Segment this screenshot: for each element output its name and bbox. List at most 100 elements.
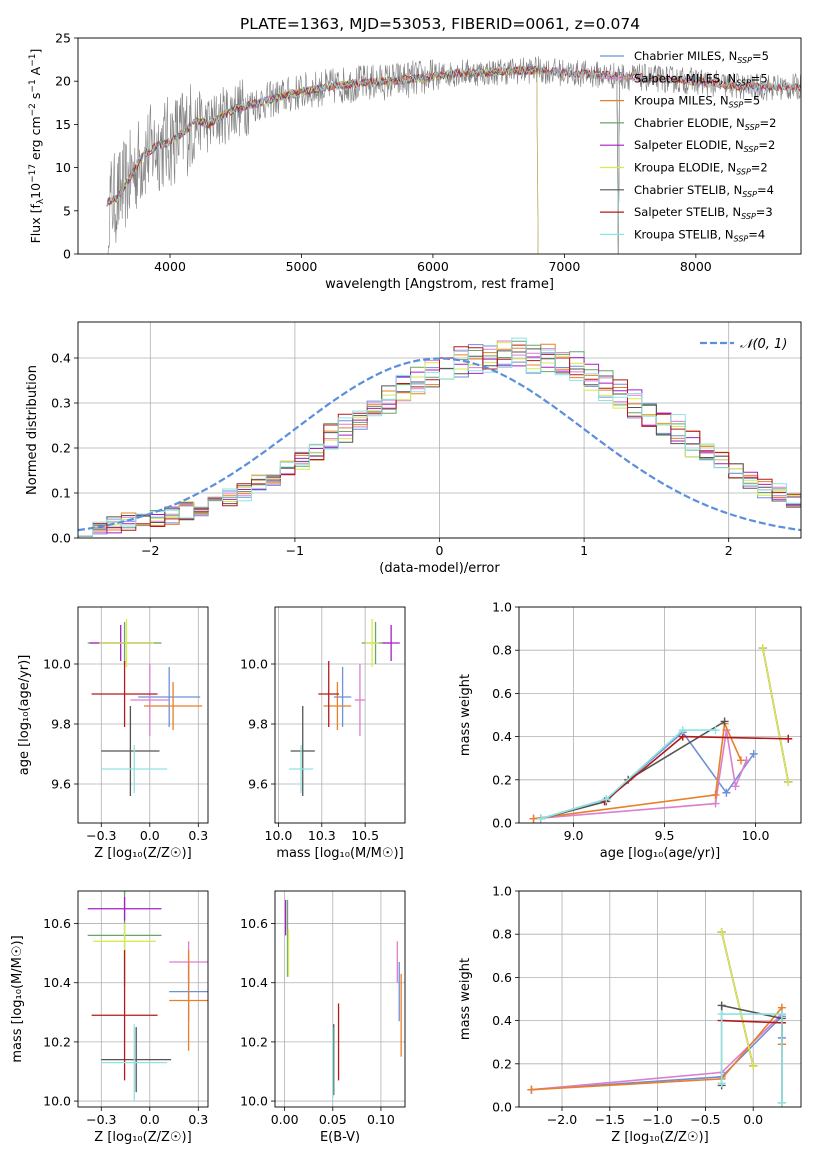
mass-weight-marker-chabrier-stelib <box>720 717 729 726</box>
x-tick-label: 0 <box>436 543 444 558</box>
x-tick-label: 7000 <box>548 259 580 274</box>
mass-weight-marker-kroupa-elodie <box>717 928 726 937</box>
x-tick-label: −0.3 <box>86 1112 116 1127</box>
y-axis-label-part: Flux [f <box>28 204 43 244</box>
x-tick-label: −2.0 <box>547 1112 577 1127</box>
y-tick-label: 10.0 <box>240 657 268 672</box>
y-tick-label: 0.0 <box>51 531 71 546</box>
x-tick-label: 9.5 <box>655 828 675 843</box>
mass-weight-line-salpeter-stelib <box>603 735 789 803</box>
axes-frame <box>77 37 802 255</box>
mass-weight-marker-kroupa-stelib <box>777 1098 786 1107</box>
y-tick-label: 10.2 <box>43 1034 71 1049</box>
mass-weight-line-kroupa-elodie <box>762 647 790 783</box>
legend-label-count: =5 <box>743 94 760 108</box>
y-tick-label: 10.4 <box>43 975 71 990</box>
y-tick-label: 15 <box>55 117 71 132</box>
x-tick-label: −2 <box>141 543 159 558</box>
x-tick-label: 0.0 <box>140 1112 160 1127</box>
figure-title: PLATE=1363, MJD=53053, FIBERID=0061, z=0… <box>240 15 640 33</box>
mass-weight-marker-kroupa-stelib <box>536 814 545 823</box>
mass-vs-extinction-panel: 0.00 0.05 0.10 10.0 10.2 10.4 10.6 E(B-V) <box>240 890 406 1145</box>
legend-label-subscript: SSP <box>742 190 757 199</box>
legend-label-subscript: SSP <box>744 145 759 154</box>
y-tick-label: 0.2 <box>51 441 71 456</box>
mass-weight-marker-kroupa-stelib <box>602 795 611 804</box>
legend-label-text: Chabrier MILES, N <box>634 49 737 63</box>
legend-label-count: =4 <box>757 183 774 197</box>
mass-weight-marker-salpeter-miles <box>731 782 740 791</box>
y-axis-label: Flux [fλ10−17 erg cm−2 s−1 A−1] <box>28 49 46 244</box>
y-tick-label: 10.0 <box>43 657 71 672</box>
x-tick-label: 0.10 <box>367 1112 395 1127</box>
legend-label-text: Salpeter ELODIE, N <box>634 138 744 152</box>
y-axis-label: Normed distribution <box>25 365 40 495</box>
x-tick-label: 2 <box>725 543 733 558</box>
y-axis-label-part: −1 <box>28 79 38 92</box>
x-axis-label: Z [log₁₀(Z/Z☉)] <box>611 1130 708 1145</box>
y-axis-label-part: −2 <box>28 103 38 116</box>
mass-weight-marker-chabrier-miles <box>722 788 731 797</box>
mass-weight-marker-kroupa-miles <box>529 814 538 823</box>
mass-weight-marker-kroupa-miles <box>736 756 745 765</box>
mass-weight-vs-age-panel: 9.0 9.5 10.0 0.0 0.2 0.4 0.6 0.8 1.0 age [log₁₀(a… <box>458 600 802 861</box>
mass-vs-metallicity-panel: −0.3 0.0 0.3 10.0 10.2 10.4 10.6 Z [log₁₀(Z/Z☉)… <box>10 890 209 1145</box>
plot-area <box>529 644 793 823</box>
y-axis-label: age [log₁₀(age/yr)] <box>17 655 32 776</box>
histogram-kroupa-miles <box>78 343 801 537</box>
histogram-kroupa-stelib <box>78 337 801 537</box>
x-axis-label: Z [log₁₀(Z/Z☉)] <box>94 1130 191 1145</box>
y-tick-label: 0.6 <box>492 970 512 985</box>
axes-frame <box>274 606 406 824</box>
legend-label-chabrier-miles: Chabrier MILES, NSSP=5 <box>634 49 769 65</box>
y-axis-label: mass weight <box>458 958 473 1040</box>
x-tick-label: 0.00 <box>271 1112 299 1127</box>
x-tick-label: 0.3 <box>188 828 208 843</box>
legend-label-text: Chabrier STELIB, N <box>634 183 742 197</box>
plot-area <box>284 899 402 1099</box>
y-tick-label: 0.0 <box>492 1100 512 1115</box>
y-tick-label: 9.8 <box>51 717 71 732</box>
legend-label-count: =5 <box>751 71 768 85</box>
mass-weight-line-salpeter-stelib <box>721 1019 782 1024</box>
mass-weight-line-kroupa-elodie <box>720 931 754 1067</box>
histogram-chabrier-miles <box>78 344 801 537</box>
x-tick-label: 10.0 <box>265 828 293 843</box>
x-axis-label: Z [log₁₀(Z/Z☉)] <box>94 846 191 861</box>
mass-weight-marker-kroupa-elodie <box>758 644 767 653</box>
x-tick-label: 0.05 <box>319 1112 347 1127</box>
legend-label-kroupa-stelib: Kroupa STELIB, NSSP=4 <box>634 227 765 243</box>
x-tick-label: 0.0 <box>140 828 160 843</box>
x-axis-label: age [log₁₀(age/yr)] <box>600 846 721 861</box>
y-axis-label-part: ] <box>28 49 43 54</box>
mass-weight-line-kroupa-stelib <box>720 1013 783 1103</box>
y-tick-label: 0.1 <box>51 486 71 501</box>
mass-weight-marker-kroupa-stelib <box>678 726 687 735</box>
x-tick-label: 6000 <box>417 259 449 274</box>
histogram-chabrier-stelib <box>78 348 801 537</box>
mass-weight-marker-kroupa-stelib <box>717 1010 726 1019</box>
x-tick-label: 0.3 <box>188 1112 208 1127</box>
y-tick-label: 10.0 <box>43 1094 71 1109</box>
y-tick-label: 9.6 <box>51 777 71 792</box>
legend-label-salpeter-stelib: Salpeter STELIB, NSSP=3 <box>634 205 773 221</box>
x-tick-label: −1.5 <box>595 1112 625 1127</box>
x-tick-label: 10.0 <box>742 828 770 843</box>
x-axis-label: mass [log₁₀(M/M☉)] <box>276 846 403 861</box>
legend-label-count: =2 <box>760 116 777 130</box>
mass-weight-marker-chabrier-stelib <box>717 1001 726 1010</box>
axes-frame <box>518 890 802 1108</box>
age-vs-metallicity-panel: −0.3 0.0 0.3 9.6 9.8 10.0 Z [log₁₀(Z/Z☉)] age [… <box>17 606 209 861</box>
y-axis-label: mass [log₁₀(M/M☉)] <box>10 935 25 1062</box>
y-tick-label: 10.0 <box>240 1094 268 1109</box>
axes-frame <box>274 890 406 1108</box>
x-tick-label: 4000 <box>154 259 186 274</box>
legend-label-kroupa-miles: Kroupa MILES, NSSP=5 <box>634 94 760 110</box>
y-tick-label: 20 <box>55 74 71 89</box>
axes-frame <box>77 890 209 1108</box>
x-axis-label: wavelength [Angstrom, rest frame] <box>325 277 554 292</box>
legend-label-subscript: SSP <box>741 212 756 221</box>
mass-weight-marker-kroupa-stelib <box>777 1010 786 1019</box>
legend-label-text: Kroupa STELIB, N <box>634 227 734 241</box>
